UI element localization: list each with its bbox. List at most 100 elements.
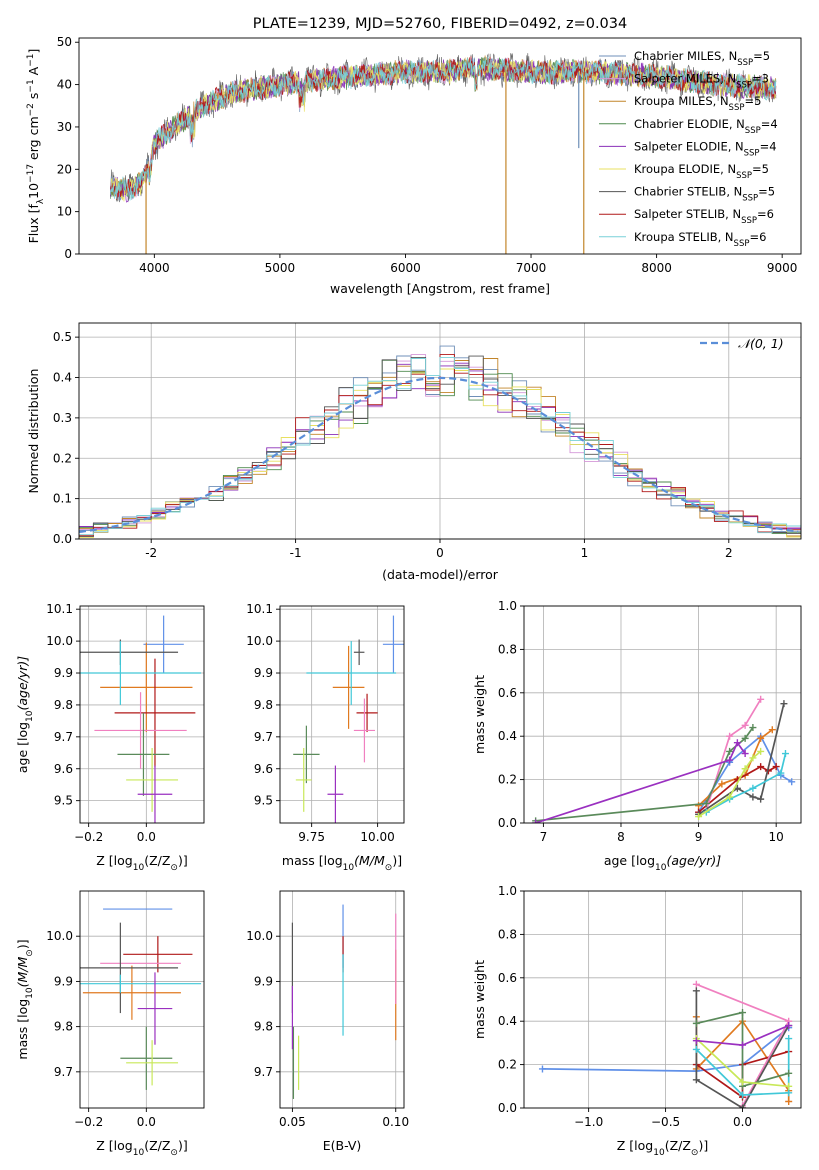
error-bar-point bbox=[353, 639, 365, 666]
error-bar-point bbox=[356, 693, 378, 733]
age-vs-mass-xlabel-part: )] bbox=[392, 853, 402, 868]
weight-vs-age-xlabel: age [log10(age/yr)] bbox=[604, 853, 721, 873]
axes-frame bbox=[523, 605, 802, 824]
age-vs-mass-xlabel-part: 10 bbox=[343, 863, 355, 873]
weight-point-marker bbox=[692, 1019, 700, 1027]
age-vs-mass-axes-points bbox=[293, 615, 404, 823]
error-bar-point bbox=[82, 965, 181, 1020]
axes-frame bbox=[78, 322, 802, 540]
error-bar-point bbox=[126, 748, 179, 812]
legend-nssp: =5 bbox=[758, 185, 775, 199]
legend-name: Salpeter ELODIE, N bbox=[634, 139, 744, 153]
age-vs-z-ylabel-part: age [log bbox=[15, 722, 30, 773]
y-tick-label: 0 bbox=[64, 247, 72, 261]
x-tick-label: −0.2 bbox=[74, 830, 103, 844]
spectrum-line-salpeter-stelib bbox=[110, 56, 777, 200]
y-tick-label: 0.2 bbox=[498, 1058, 517, 1072]
error-bar-point bbox=[143, 615, 184, 674]
weight-point-marker bbox=[741, 734, 749, 742]
weight-point-marker bbox=[785, 1097, 793, 1105]
weight-point-marker bbox=[726, 793, 734, 801]
y-tick-label: 30 bbox=[57, 120, 72, 134]
legend-sub: SSP bbox=[741, 216, 757, 226]
weight-point-marker bbox=[757, 747, 765, 755]
error-bar-point bbox=[137, 765, 173, 823]
age-vs-z-xlabel-part: (Z/Z bbox=[144, 853, 170, 868]
age-vs-z-xlabel: Z [log10(Z/Z⊙)] bbox=[96, 853, 187, 873]
y-tick-label: 9.7 bbox=[54, 1065, 73, 1079]
legend-nssp: =5 bbox=[744, 94, 761, 108]
weight-point-marker bbox=[749, 754, 757, 762]
x-tick-label: 0.10 bbox=[382, 1115, 409, 1129]
y-tick-label: 0.4 bbox=[498, 729, 517, 743]
error-bar-point bbox=[80, 641, 202, 705]
legend-label: Salpeter STELIB, NSSP=6 bbox=[634, 207, 774, 226]
weight-point-marker bbox=[785, 1082, 793, 1090]
y-tick-label: 0.2 bbox=[498, 773, 517, 787]
x-tick-label: 9 bbox=[695, 830, 703, 844]
spectrum-ylabel-part: A bbox=[26, 66, 41, 79]
spectrum-ylabel-part: ] bbox=[26, 49, 41, 54]
y-tick-label: 0.5 bbox=[53, 330, 72, 344]
x-tick-label: 1 bbox=[581, 546, 589, 560]
legend-nssp: =5 bbox=[752, 162, 769, 176]
y-tick-label: 0.3 bbox=[53, 411, 72, 425]
mass-vs-z-xlabel-part: (Z/Z bbox=[144, 1138, 170, 1153]
mass-vs-z-xlabel: Z [log10(Z/Z⊙)] bbox=[96, 1138, 187, 1158]
weight-point-marker bbox=[772, 763, 780, 771]
weight-point-marker bbox=[692, 1076, 700, 1084]
legend-name: Kroupa MILES, N bbox=[634, 94, 729, 108]
age-vs-z-xlabel-part: ⊙ bbox=[170, 863, 178, 873]
weight-point-marker bbox=[692, 987, 700, 995]
mass-vs-z-xlabel-part: ⊙ bbox=[170, 1148, 178, 1158]
weight-vs-z-xlabel-part: Z [log bbox=[617, 1138, 653, 1153]
y-tick-label: 9.9 bbox=[254, 974, 273, 988]
spectrum-ylabel-part: −2 bbox=[26, 103, 36, 116]
legend-sub: SSP bbox=[736, 81, 752, 91]
legend-label: Kroupa STELIB, NSSP=6 bbox=[634, 230, 766, 249]
weight-point-marker bbox=[726, 732, 734, 740]
weight-point-marker bbox=[739, 1091, 747, 1099]
legend-label: Salpeter MILES, NSSP=3 bbox=[634, 72, 769, 91]
residual-xlabel: (data-model)/error bbox=[382, 567, 499, 582]
legend-label: Chabrier ELODIE, NSSP=4 bbox=[634, 117, 778, 136]
weight-vs-z-xlabel-part: 10 bbox=[653, 1148, 665, 1158]
age-vs-mass-xlabel-part: ⊙ bbox=[385, 863, 393, 873]
error-bar-point bbox=[295, 748, 312, 812]
mass-vs-ebv-axes-points bbox=[291, 904, 397, 1099]
legend-sub: SSP bbox=[742, 194, 758, 204]
weight-point-marker bbox=[726, 747, 734, 755]
x-tick-label: 7000 bbox=[516, 261, 547, 275]
y-tick-label: 10.0 bbox=[46, 929, 73, 943]
y-tick-label: 10.0 bbox=[246, 634, 273, 648]
weight-point-marker bbox=[785, 1022, 793, 1030]
legend-name: Salpeter STELIB, N bbox=[634, 207, 741, 221]
weight-vs-z-xlabel-part: ⊙ bbox=[691, 1148, 699, 1158]
weight-vs-age-axes-ylabel: mass weight bbox=[472, 675, 487, 754]
x-tick-label: -1 bbox=[290, 546, 302, 560]
mass-vs-z-ylabel-part: mass [log bbox=[15, 999, 30, 1060]
legend-name: Chabrier ELODIE, N bbox=[634, 117, 745, 131]
age-vs-mass-xlabel: mass [log10(M/M⊙)] bbox=[282, 853, 402, 873]
y-tick-label: 9.7 bbox=[54, 730, 73, 744]
y-tick-label: 40 bbox=[57, 78, 72, 92]
legend-sub: SSP bbox=[736, 171, 752, 181]
weight-point-marker bbox=[718, 780, 726, 788]
y-tick-label: 0.8 bbox=[498, 642, 517, 656]
mass-vs-z-ylabel-part: (M/M bbox=[15, 957, 30, 988]
spectrum-ylabel-part: −1 bbox=[26, 79, 36, 92]
y-tick-label: 10.0 bbox=[246, 929, 273, 943]
age-vs-z-xlabel-part: 10 bbox=[133, 863, 145, 873]
x-tick-label: 7 bbox=[540, 830, 548, 844]
y-tick-label: 10.1 bbox=[246, 602, 273, 616]
axes-frame bbox=[523, 890, 802, 1109]
age-vs-z-ylabel: age [log10(age/yr)] bbox=[15, 656, 35, 773]
weight-point-marker bbox=[749, 784, 757, 792]
weight-series-line bbox=[535, 727, 754, 822]
mass-vs-z-axes-points bbox=[80, 908, 202, 1090]
legend-name: Kroupa ELODIE, N bbox=[634, 162, 736, 176]
y-tick-label: 10 bbox=[57, 205, 72, 219]
residual-histograms bbox=[79, 345, 801, 539]
legend-sub: SSP bbox=[745, 126, 761, 136]
